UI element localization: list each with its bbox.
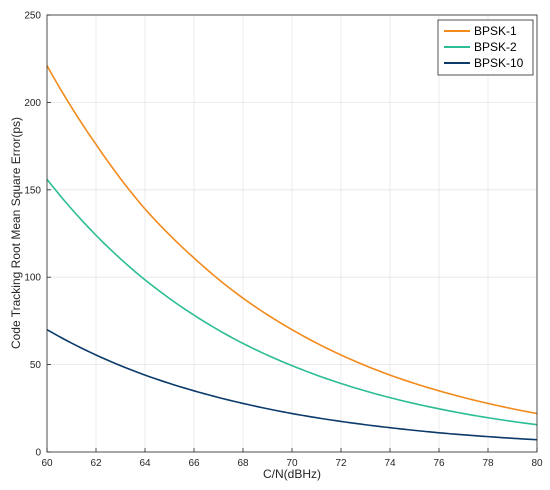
x-tick-label: 72 bbox=[335, 458, 347, 469]
legend-label-bpsk-10: BPSK-10 bbox=[474, 56, 524, 70]
y-tick-label: 0 bbox=[35, 448, 41, 459]
y-axis-ticks: 0 50 100 150 200 250 bbox=[24, 11, 51, 459]
x-axis-ticks: 60 62 64 66 68 70 72 74 76 78 80 bbox=[41, 448, 543, 469]
x-tick-label: 78 bbox=[482, 458, 494, 469]
y-axis-label: Code Tracking Root Mean Square Error(ps) bbox=[9, 117, 23, 349]
x-tick-label: 80 bbox=[531, 458, 543, 469]
y-tick-label: 250 bbox=[24, 11, 41, 22]
series-line-bpsk-10 bbox=[46, 328, 538, 441]
y-tick-label: 100 bbox=[24, 273, 41, 284]
y-tick-label: 150 bbox=[24, 185, 41, 196]
x-tick-label: 60 bbox=[41, 458, 53, 469]
y-tick-label: 200 bbox=[24, 98, 41, 109]
series-line-bpsk-1 bbox=[46, 65, 538, 415]
legend-label-bpsk-1: BPSK-1 bbox=[474, 24, 517, 38]
series-line-bpsk-2 bbox=[46, 178, 538, 426]
x-tick-label: 66 bbox=[188, 458, 200, 469]
x-axis-label: C/N(dBHz) bbox=[263, 467, 321, 481]
x-tick-label: 62 bbox=[90, 458, 102, 469]
legend: BPSK-1 BPSK-2 BPSK-10 bbox=[437, 19, 534, 76]
legend-label-bpsk-2: BPSK-2 bbox=[474, 40, 517, 54]
series-lines bbox=[46, 65, 538, 441]
x-tick-label: 70 bbox=[286, 458, 298, 469]
x-tick-label: 68 bbox=[237, 458, 249, 469]
x-tick-label: 74 bbox=[384, 458, 396, 469]
y-tick-label: 50 bbox=[30, 360, 42, 371]
x-tick-label: 64 bbox=[139, 458, 151, 469]
x-tick-label: 76 bbox=[433, 458, 445, 469]
